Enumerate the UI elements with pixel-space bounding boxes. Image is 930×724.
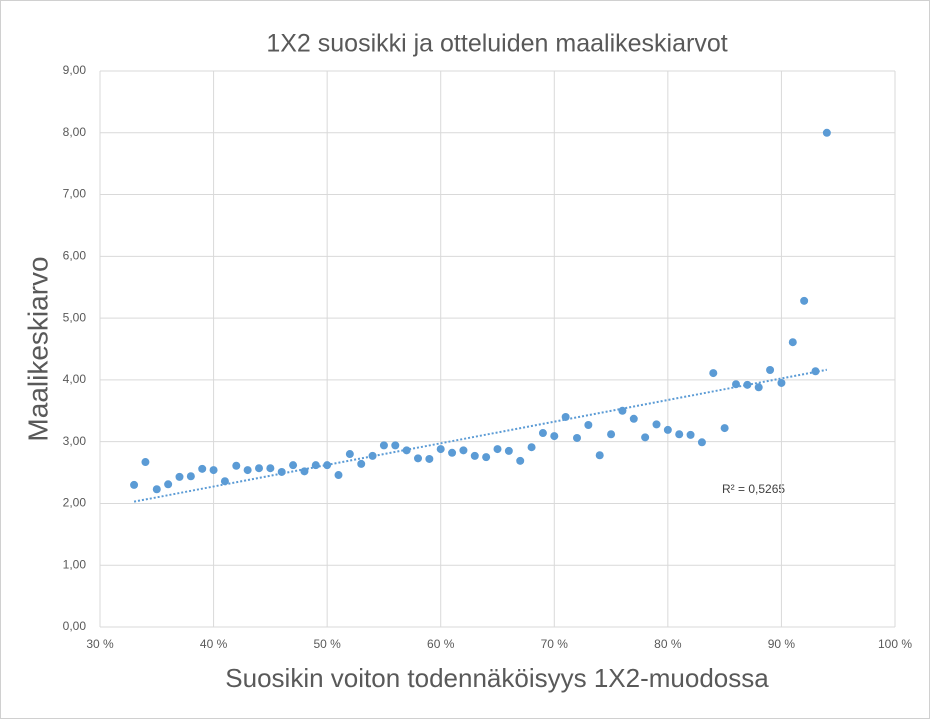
scatter-point [754, 383, 763, 392]
y-tick-label: 3,00 [63, 434, 87, 448]
scatter-point [573, 433, 581, 442]
y-tick-label: 1,00 [63, 557, 87, 571]
scatter-point [141, 458, 150, 467]
scatter-point [323, 461, 332, 470]
scatter-point [595, 451, 604, 460]
scatter-point [402, 446, 411, 455]
scatter-point [697, 438, 706, 447]
y-tick-label: 0,00 [63, 619, 87, 633]
scatter-point [300, 467, 309, 476]
scatter-point [527, 443, 536, 452]
x-tick-label: 70 % [541, 637, 569, 651]
scatter-point [607, 430, 616, 439]
y-tick-label: 4,00 [63, 372, 87, 386]
scatter-point [345, 450, 354, 459]
scatter-point [289, 461, 298, 470]
scatter-point [391, 441, 400, 450]
scatter-point [266, 464, 275, 473]
scatter-point [482, 453, 491, 462]
y-tick-label: 6,00 [63, 249, 87, 263]
scatter-point [504, 446, 513, 455]
scatter-point [538, 429, 547, 438]
scatter-point [811, 367, 820, 376]
scatter-point [766, 366, 775, 375]
y-tick-label: 9,00 [63, 63, 87, 77]
scatter-point [379, 441, 388, 450]
scatter-point [311, 461, 320, 470]
scatter-point [788, 338, 797, 347]
y-tick-label: 7,00 [63, 187, 87, 201]
scatter-point [334, 471, 343, 480]
scatter-point [629, 414, 638, 423]
scatter-point [470, 451, 479, 460]
scatter-point [743, 380, 752, 389]
y-axis-label: Maalikeskiarvo [22, 256, 53, 441]
scatter-point [652, 420, 661, 429]
scatter-point [209, 466, 218, 475]
x-axis-label: Suosikin voiton todennäköisyys 1X2-muodo… [225, 663, 769, 693]
scatter-point [516, 456, 525, 465]
scatter-point [459, 446, 468, 455]
scatter-point [130, 480, 139, 489]
scatter-point [243, 466, 252, 475]
trendline [133, 368, 828, 503]
x-tick-label: 80 % [654, 637, 682, 651]
scatter-point [414, 454, 422, 463]
y-tick-label: 8,00 [63, 125, 87, 139]
scatter-point [641, 433, 650, 442]
scatter-point [822, 128, 831, 137]
scatter-point [436, 445, 445, 454]
scatter-point [425, 454, 434, 463]
scatter-point [675, 430, 684, 439]
scatter-point [368, 451, 377, 460]
scatter-point [561, 412, 570, 421]
scatter-point [198, 464, 207, 473]
x-tick-label: 100 % [878, 637, 912, 651]
scatter-point [448, 448, 457, 457]
scatter-point [357, 459, 366, 468]
x-tick-label: 50 % [313, 637, 341, 651]
scatter-point [277, 467, 286, 476]
scatter-point [720, 424, 729, 433]
scatter-point [255, 464, 263, 473]
x-tick-label: 60 % [427, 637, 455, 651]
scatter-point [164, 480, 173, 489]
y-tick-label: 5,00 [63, 310, 87, 324]
scatter-point [686, 430, 695, 439]
scatter-point [618, 406, 627, 415]
scatter-point [175, 472, 184, 481]
scatter-point [186, 472, 195, 481]
scatter-point [709, 369, 718, 378]
chart-title: 1X2 suosikki ja otteluiden maalikeskiarv… [266, 30, 727, 58]
scatter-point [777, 378, 786, 387]
scatter-point [220, 477, 229, 486]
scatter-point [550, 432, 559, 441]
x-tick-label: 90 % [768, 637, 796, 651]
scatter-point [584, 420, 593, 429]
scatter-point [663, 425, 672, 434]
scatter-point [232, 461, 241, 470]
y-tick-label: 2,00 [63, 496, 87, 510]
x-tick-label: 30 % [86, 637, 114, 651]
scatter-point [493, 445, 502, 454]
scatter-point [732, 380, 740, 389]
x-tick-label: 40 % [200, 637, 228, 651]
r-squared-annotation: R² = 0,5265 [722, 482, 785, 496]
scatter-point [800, 296, 809, 305]
scatter-point [152, 485, 161, 494]
